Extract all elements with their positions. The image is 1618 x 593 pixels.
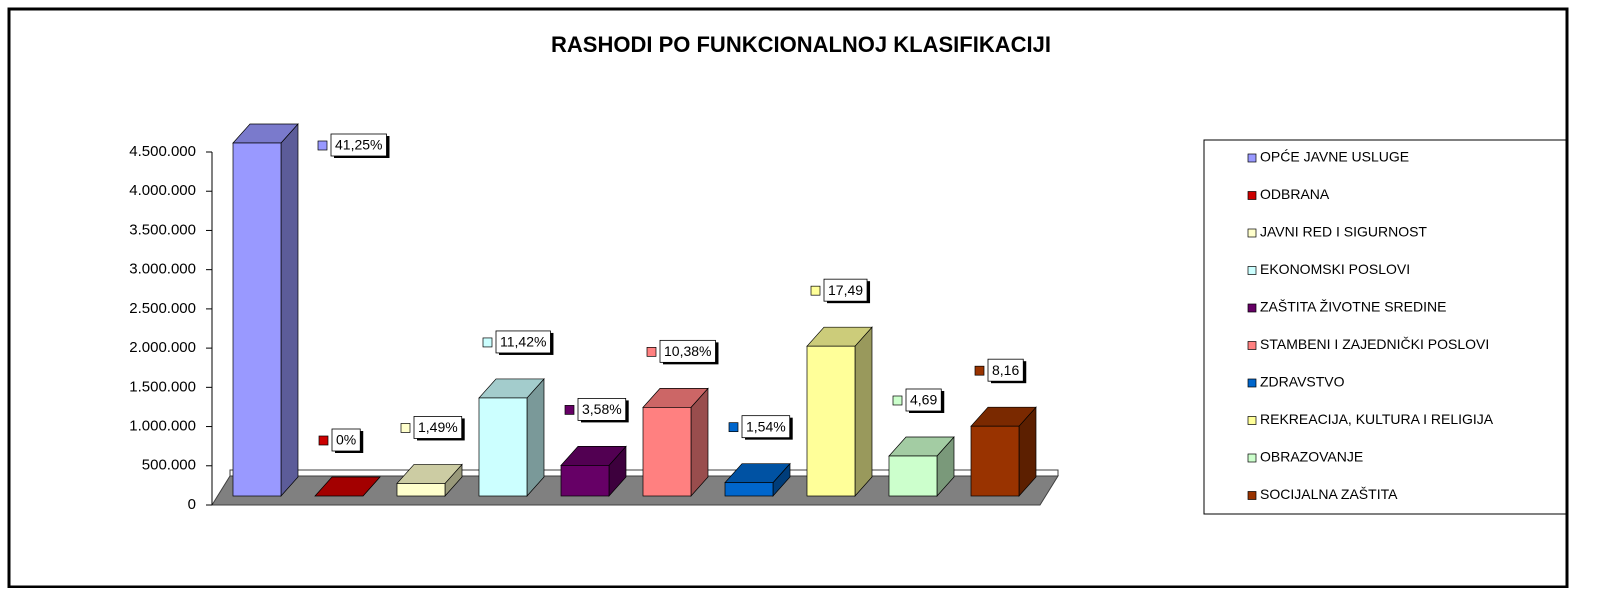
bar-front: [806, 345, 856, 497]
legend-label: OBRAZOVANJE: [1260, 449, 1363, 465]
y-tick-label: 3.000.000: [129, 261, 196, 278]
bar-front: [724, 482, 774, 497]
data-label-key: [564, 405, 575, 415]
data-label: 11,42%: [500, 334, 546, 350]
legend-label: SOCIJALNA ZAŠTITA: [1260, 486, 1398, 502]
data-label-key: [317, 140, 328, 151]
bar: [232, 123, 299, 497]
legend-label: JAVNI RED I SIGURNOST: [1260, 224, 1427, 240]
data-label-box: [823, 278, 868, 302]
legend-key: [1247, 341, 1257, 350]
data-label-key: [318, 435, 329, 446]
y-tick-label: 2.500.000: [129, 300, 196, 317]
legend-key: [1247, 491, 1257, 500]
legend-label: REKREACIJA, KULTURA I RELIGIJA: [1260, 411, 1494, 427]
chart-title: RASHODI PO FUNKCIONALNOJ KLASIFIKACIJI: [551, 32, 1051, 57]
legend: [1203, 139, 1567, 515]
data-label-key: [974, 365, 985, 376]
data-label: 1,49%: [418, 419, 458, 435]
legend-key: [1247, 453, 1257, 463]
y-tick-label: 3.500.000: [129, 221, 196, 238]
bar-front: [888, 455, 938, 497]
data-label: 3,58%: [582, 401, 622, 417]
data-label-box: [741, 415, 791, 439]
bar-side: [526, 378, 545, 497]
legend-label: EKONOMSKI POSLOVI: [1260, 261, 1410, 277]
legend-key: [1247, 191, 1257, 200]
y-tick-label: 1.500.000: [129, 378, 196, 395]
bar: [888, 436, 955, 497]
data-label-box: [905, 388, 942, 412]
data-label-box: [330, 133, 387, 157]
legend-key: [1247, 153, 1257, 163]
bar-front: [396, 483, 446, 497]
legend-label: STAMBENI I ZAJEDNIČKI POSLOVI: [1260, 336, 1489, 352]
data-label: 41,25%: [335, 137, 382, 153]
bar: [970, 406, 1037, 497]
legend-label: ZDRAVSTVO: [1260, 374, 1345, 390]
y-tick-label: 1.000.000: [129, 418, 196, 435]
bar: [724, 462, 791, 497]
bar-side: [280, 123, 299, 497]
data-label-box: [413, 416, 463, 439]
bar: [560, 445, 627, 497]
legend-label: ZAŠTITA ŽIVOTNE SREDINE: [1260, 299, 1446, 315]
y-tick-label: 0: [188, 496, 196, 513]
legend-key: [1247, 378, 1257, 388]
data-label: 0%: [336, 432, 356, 448]
legend-key: [1247, 416, 1257, 425]
data-label-key: [892, 395, 903, 406]
data-label-key: [810, 285, 821, 296]
bar-front: [642, 407, 692, 497]
bar: [396, 463, 463, 497]
y-tick-label: 2.000.000: [129, 339, 196, 356]
bar-front: [478, 397, 528, 497]
bar-top: [314, 476, 381, 497]
y-tick-label: 4.000.000: [129, 182, 196, 199]
bar-front: [970, 425, 1020, 497]
data-label-key: [400, 423, 411, 433]
legend-key: [1247, 266, 1257, 275]
data-label: 10,38%: [664, 343, 711, 359]
bar-side: [854, 326, 873, 497]
data-label-box: [495, 330, 551, 354]
legend-label: ODBRANA: [1260, 186, 1330, 202]
data-label: 8,16: [992, 362, 1019, 378]
bar: [806, 326, 873, 497]
data-label-box: [577, 398, 627, 421]
data-label: 4,69: [910, 392, 937, 408]
bar: [642, 387, 709, 497]
y-tick-label: 4.500.000: [129, 143, 196, 160]
data-label-key: [728, 422, 739, 433]
data-label: 17,49: [828, 282, 863, 298]
bar-front: [232, 142, 282, 497]
data-label: 1,54%: [746, 418, 786, 434]
bar: [478, 378, 545, 497]
data-label-box: [987, 358, 1024, 382]
data-label-key: [482, 337, 493, 348]
y-tick-label: 500.000: [142, 457, 196, 474]
bar-front: [560, 465, 610, 497]
bar: [314, 476, 381, 497]
legend-key: [1247, 228, 1257, 238]
data-label-box: [659, 339, 716, 363]
legend-key: [1247, 303, 1257, 313]
legend-label: OPĆE JAVNE USLUGE: [1260, 149, 1409, 165]
data-label-box: [331, 428, 361, 452]
data-label-key: [646, 347, 657, 357]
